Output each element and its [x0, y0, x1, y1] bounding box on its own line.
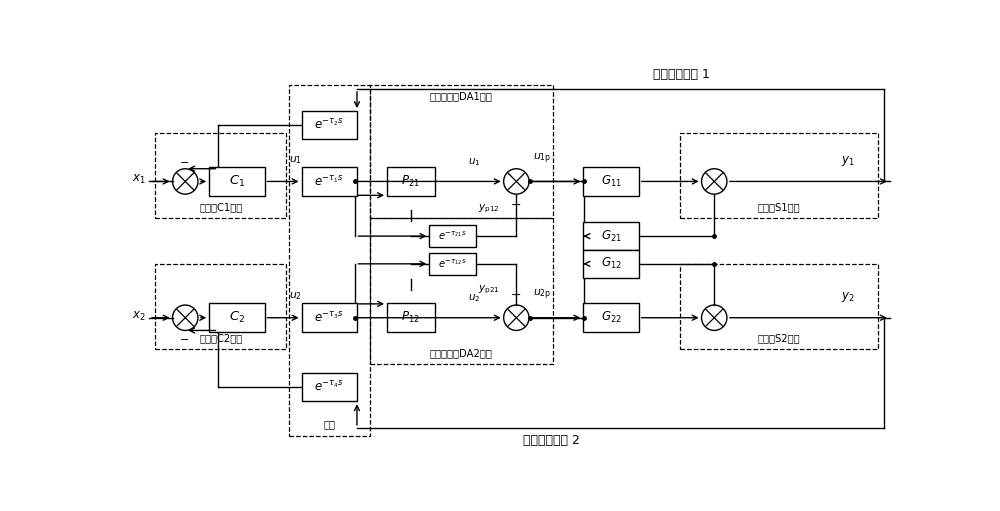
Bar [289, 85, 370, 435]
Bar [583, 304, 639, 332]
Text: $e^{-\tau_3 s}$: $e^{-\tau_3 s}$ [314, 311, 344, 324]
Bar [387, 167, 435, 196]
Bar [680, 133, 878, 218]
Text: $u_{1\mathrm{p}}$: $u_{1\mathrm{p}}$ [533, 152, 552, 166]
Bar [429, 252, 476, 275]
Text: $e^{-\tau_1 s}$: $e^{-\tau_1 s}$ [314, 174, 344, 189]
Text: $u_{2\mathrm{p}}$: $u_{2\mathrm{p}}$ [533, 288, 552, 303]
Text: $y_{\mathrm{p}21}$: $y_{\mathrm{p}21}$ [478, 284, 499, 296]
Text: $e^{-\tau_2 s}$: $e^{-\tau_2 s}$ [314, 118, 344, 132]
Bar [302, 111, 357, 140]
Text: $P_{21}$: $P_{21}$ [401, 174, 420, 189]
Text: $G_{22}$: $G_{22}$ [601, 310, 621, 326]
Text: $e^{-\tau_{21}s}$: $e^{-\tau_{21}s}$ [438, 230, 467, 242]
Text: $e^{-\tau_{12}s}$: $e^{-\tau_{12}s}$ [438, 258, 467, 270]
Bar [302, 373, 357, 401]
Text: $-$: $-$ [510, 198, 521, 212]
Text: $u_2$: $u_2$ [468, 292, 480, 304]
Text: $C_1$: $C_1$ [229, 174, 245, 189]
Bar [370, 218, 553, 364]
Text: 解耦执行器DA1节点: 解耦执行器DA1节点 [430, 91, 493, 101]
Text: $u_1$: $u_1$ [468, 156, 480, 168]
Text: $-$: $-$ [179, 333, 190, 343]
Text: 传感器S1节点: 传感器S1节点 [758, 202, 801, 212]
Text: 解耦执行器DA2节点: 解耦执行器DA2节点 [430, 349, 493, 359]
Bar [209, 304, 265, 332]
Text: 传感器S2节点: 传感器S2节点 [758, 333, 801, 343]
Text: $G_{21}$: $G_{21}$ [601, 228, 621, 244]
Text: $C_2$: $C_2$ [229, 310, 245, 326]
Bar [429, 225, 476, 247]
Text: $-$: $-$ [510, 288, 521, 301]
Text: 控制器C2节点: 控制器C2节点 [199, 333, 242, 343]
Text: $u_2$: $u_2$ [289, 291, 302, 303]
Bar [302, 304, 357, 332]
Bar [387, 304, 435, 332]
Text: $y_2$: $y_2$ [841, 290, 854, 304]
Text: $P_{12}$: $P_{12}$ [401, 310, 420, 326]
Bar [583, 249, 639, 278]
Text: 闭环控制回路 2: 闭环控制回路 2 [523, 434, 579, 447]
Text: $y_{\mathrm{p}12}$: $y_{\mathrm{p}12}$ [478, 203, 499, 216]
Bar [209, 167, 265, 196]
Bar [155, 133, 286, 218]
Text: $-$: $-$ [179, 156, 190, 166]
Bar [583, 222, 639, 250]
Text: 网络: 网络 [324, 420, 336, 429]
Text: 控制器C1节点: 控制器C1节点 [199, 202, 242, 212]
Bar [583, 167, 639, 196]
Text: $x_1$: $x_1$ [132, 173, 146, 187]
Bar [680, 264, 878, 349]
Bar [302, 167, 357, 196]
Text: $e^{-\tau_4 s}$: $e^{-\tau_4 s}$ [314, 380, 344, 394]
Text: $y_1$: $y_1$ [841, 154, 854, 168]
Bar [155, 264, 286, 349]
Bar [370, 85, 553, 218]
Text: $u_1$: $u_1$ [289, 154, 302, 166]
Text: $G_{12}$: $G_{12}$ [601, 257, 621, 271]
Text: $G_{11}$: $G_{11}$ [601, 174, 621, 189]
Text: 闭环控制回路 1: 闭环控制回路 1 [653, 68, 710, 81]
Text: $x_2$: $x_2$ [132, 310, 146, 323]
